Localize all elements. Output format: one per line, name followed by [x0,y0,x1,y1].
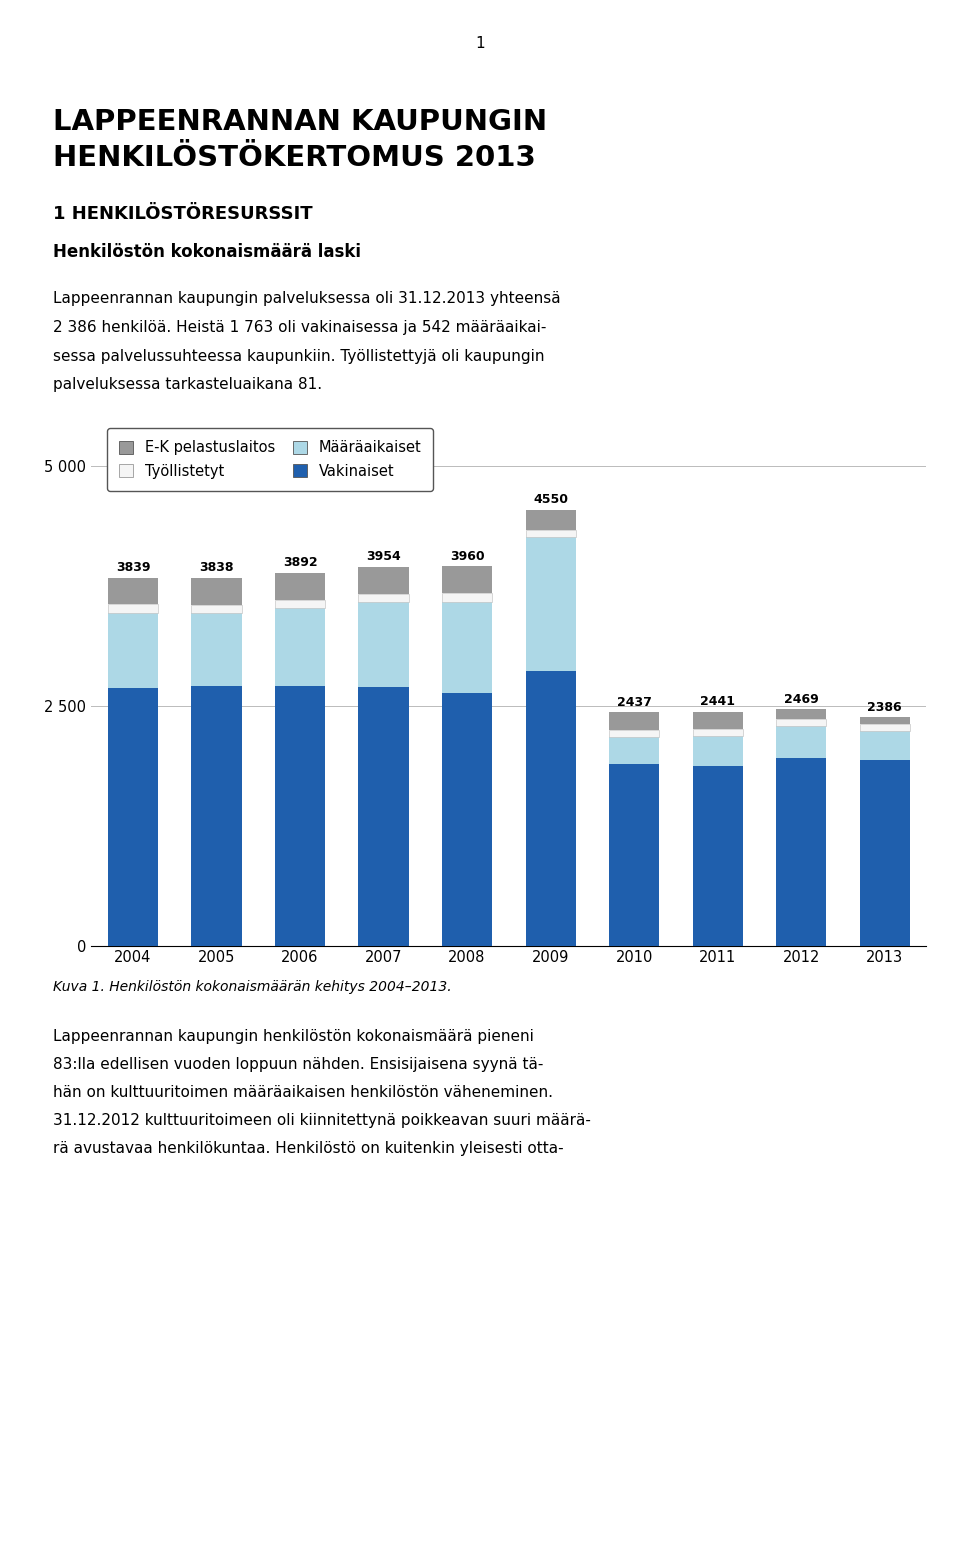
Bar [776,708,827,719]
Text: sessa palvelussuhteessa kaupunkiin. Työllistettyjä oli kaupungin: sessa palvelussuhteessa kaupunkiin. Työl… [53,349,544,364]
Bar [442,693,492,946]
Text: 3839: 3839 [116,561,150,575]
Bar [692,766,743,946]
Text: 2386: 2386 [867,701,902,713]
Text: palveluksessa tarkasteluaikana 81.: palveluksessa tarkasteluaikana 81. [53,377,322,392]
Text: HENKILÖSTÖKERTOMUS 2013: HENKILÖSTÖKERTOMUS 2013 [53,144,536,172]
Bar [275,685,325,946]
Text: 3960: 3960 [449,550,485,563]
Text: 3954: 3954 [366,550,401,563]
Bar [275,600,325,608]
Bar [108,578,158,604]
Text: hän on kulttuuritoimen määräaikaisen henkilöstön väheneminen.: hän on kulttuuritoimen määräaikaisen hen… [53,1085,553,1100]
Bar [692,736,743,766]
Bar [358,567,409,594]
Text: rä avustavaa henkilökuntaa. Henkilöstö on kuitenkin yleisesti otta-: rä avustavaa henkilökuntaa. Henkilöstö o… [53,1141,564,1156]
Bar [609,730,660,736]
Text: 2 386 henkilöä. Heistä 1 763 oli vakinaisessa ja 542 määräaikai-: 2 386 henkilöä. Heistä 1 763 oli vakinai… [53,319,546,335]
Bar [442,566,492,594]
Bar [859,718,910,724]
Bar [859,760,910,946]
Text: LAPPEENRANNAN KAUPUNGIN: LAPPEENRANNAN KAUPUNGIN [53,109,547,136]
Bar [776,758,827,945]
Bar [525,510,576,530]
Bar [442,594,492,601]
Bar [191,578,242,604]
Bar [108,688,158,946]
Bar [776,725,827,758]
Text: 2441: 2441 [700,696,735,708]
Bar [358,603,409,687]
Bar [191,685,242,946]
Text: 83:lla edellisen vuoden loppuun nähden. Ensisijaisena syynä tä-: 83:lla edellisen vuoden loppuun nähden. … [53,1057,543,1073]
Bar [525,671,576,946]
Text: 1 HENKILÖSTÖRESURSSIT: 1 HENKILÖSTÖRESURSSIT [53,205,312,223]
Bar [358,687,409,946]
Bar [275,572,325,600]
Text: 31.12.2012 kulttuuritoimeen oli kiinnitettynä poikkeavan suuri määrä-: 31.12.2012 kulttuuritoimeen oli kiinnite… [53,1113,590,1128]
Bar [609,736,660,764]
Text: 3892: 3892 [282,556,318,569]
Bar [275,608,325,685]
Text: 3838: 3838 [200,561,233,575]
Text: Kuva 1. Henkilöstön kokonaismäärän kehitys 2004–2013.: Kuva 1. Henkilöstön kokonaismäärän kehit… [53,980,451,994]
Bar [692,711,743,728]
Bar [191,604,242,612]
Bar [442,601,492,693]
Text: Henkilöstön kokonaismäärä laski: Henkilöstön kokonaismäärä laski [53,243,361,262]
Bar [859,724,910,732]
Text: Lappeenrannan kaupungin henkilöstön kokonaismäärä pieneni: Lappeenrannan kaupungin henkilöstön koko… [53,1029,534,1045]
Bar [692,728,743,736]
Text: 2437: 2437 [616,696,652,708]
Text: 2469: 2469 [783,693,819,705]
Bar [525,530,576,538]
Text: 4550: 4550 [533,493,568,507]
Bar [191,612,242,685]
Bar [609,711,660,730]
Bar [108,604,158,612]
Bar [108,612,158,688]
Bar [776,719,827,725]
Text: Lappeenrannan kaupungin palveluksessa oli 31.12.2013 yhteensä: Lappeenrannan kaupungin palveluksessa ol… [53,291,561,307]
Legend: E-K pelastuslaitos, Työllistetyt, Määräaikaiset, Vakinaiset: E-K pelastuslaitos, Työllistetyt, Määräa… [107,428,433,490]
Bar [358,594,409,603]
Bar [525,538,576,671]
Bar [609,764,660,946]
Text: 1: 1 [475,36,485,51]
Bar [859,732,910,759]
